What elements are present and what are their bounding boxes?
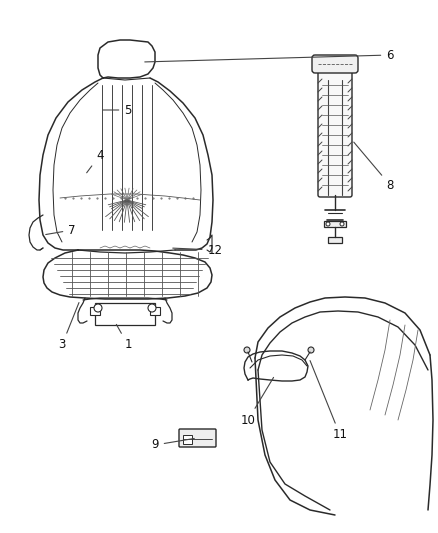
- Circle shape: [94, 304, 102, 312]
- Text: 9: 9: [151, 439, 194, 451]
- Bar: [95, 303, 155, 325]
- Bar: [150, 307, 159, 315]
- Circle shape: [244, 347, 249, 353]
- Text: 4: 4: [86, 149, 103, 173]
- Text: 12: 12: [173, 244, 222, 256]
- Text: 7: 7: [46, 223, 76, 237]
- Bar: [90, 307, 100, 315]
- FancyBboxPatch shape: [323, 221, 345, 227]
- Text: 1: 1: [116, 325, 131, 351]
- FancyBboxPatch shape: [327, 237, 341, 243]
- Bar: [183, 435, 191, 444]
- Text: 5: 5: [102, 103, 131, 117]
- Circle shape: [339, 222, 343, 226]
- FancyBboxPatch shape: [311, 55, 357, 73]
- FancyBboxPatch shape: [317, 68, 351, 197]
- Circle shape: [148, 304, 155, 312]
- Text: 6: 6: [145, 49, 393, 62]
- Text: 8: 8: [353, 142, 393, 191]
- Circle shape: [307, 347, 313, 353]
- Text: 3: 3: [58, 303, 79, 351]
- Text: 11: 11: [309, 361, 347, 441]
- FancyBboxPatch shape: [179, 429, 215, 447]
- Text: 10: 10: [240, 377, 273, 426]
- Circle shape: [325, 222, 329, 226]
